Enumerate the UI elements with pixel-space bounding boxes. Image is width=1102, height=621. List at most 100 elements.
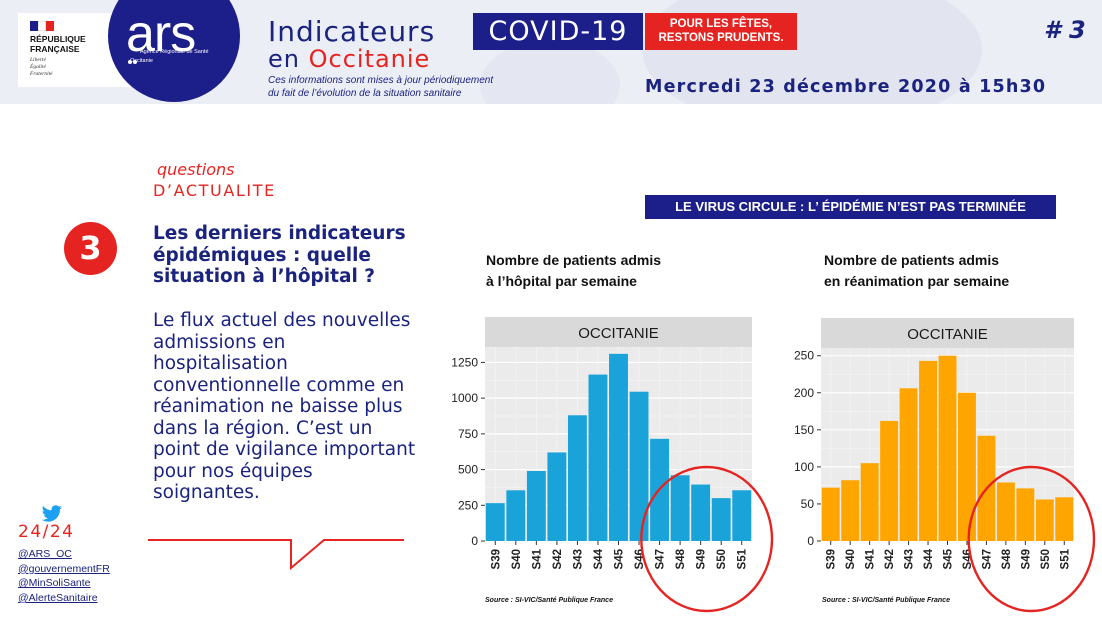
icu-xtick-label: S45: [943, 548, 955, 569]
hospital-xtick-label: S40: [511, 549, 523, 569]
hospital-bar: [650, 438, 670, 541]
icu-xtick-label: S51: [1059, 548, 1071, 569]
hospital-xtick-label: S46: [634, 549, 646, 569]
actualite-label: D’ACTUALITE: [153, 181, 276, 200]
hospital-bar: [670, 475, 690, 541]
hospital-bar: [506, 490, 526, 541]
icu-xtick-label: S43: [904, 549, 916, 569]
hospital-ytick-label: 500: [458, 463, 478, 477]
icu-xtick-label: S39: [826, 549, 838, 569]
hospital-xtick-label: S42: [552, 549, 564, 569]
icu-bar: [1016, 488, 1035, 541]
ars-logo-circle: [108, 0, 240, 102]
issue-number: # 3: [1044, 16, 1086, 44]
update-notice: Ces informations sont mises à jour pério…: [268, 75, 494, 99]
hospital-chart-source: Source : SI-VIC/Santé Publique France: [485, 597, 613, 604]
hospital-bar: [588, 374, 608, 541]
hospital-highlight-circle: [640, 465, 774, 613]
icu-bar: [821, 487, 840, 541]
hospital-plot-area: [485, 347, 752, 541]
icu-xtick-label: S47: [981, 549, 993, 569]
question-title: Les derniers indicateurs épidémiques : q…: [153, 223, 406, 287]
social-handle-link[interactable]: @AlerteSanitaire: [18, 591, 98, 604]
hospital-xtick-label: S47: [655, 549, 667, 569]
hospital-xtick-label: S44: [593, 548, 605, 569]
icu-plot-area: [821, 348, 1074, 541]
social-handle-link[interactable]: @gouvernementFR: [18, 562, 110, 575]
hospital-bar: [567, 415, 587, 541]
icu-bar: [899, 388, 918, 541]
header-band: RÉPUBLIQUE FRANÇAISE Liberté Égalité Fra…: [0, 0, 1102, 104]
icu-ytick-label: 250: [794, 349, 814, 363]
hospital-bar: [691, 484, 711, 541]
republic-name: RÉPUBLIQUE FRANÇAISE: [30, 34, 86, 54]
hospital-bar: [732, 490, 752, 541]
alert-banner: LE VIRUS CIRCULE : L’ ÉPIDÉMIE N’EST PAS…: [645, 195, 1056, 219]
hospital-xtick-label: S45: [614, 548, 626, 569]
hospital-bar: [526, 471, 546, 541]
icu-ytick-label: 0: [807, 534, 814, 548]
icu-ytick-label: 50: [801, 497, 815, 511]
icu-xtick-label: S44: [923, 548, 935, 569]
social-handle-link[interactable]: @MinSoliSante: [18, 577, 91, 590]
icu-panel-strip: [821, 318, 1074, 348]
hospital-ytick-label: 250: [458, 498, 478, 512]
question-number-badge: 3: [64, 222, 117, 275]
ars-agency-region: Occitanie: [130, 58, 153, 64]
hospital-panel-label: OCCITANIE: [578, 325, 659, 342]
icu-xtick-label: S49: [1020, 549, 1032, 569]
availability-label: 24/24: [18, 522, 75, 542]
hospital-ytick-label: 0: [471, 534, 478, 548]
icu-chart-title-line: Nombre de patients admis en réanimation …: [824, 252, 1010, 289]
icu-xtick-label: S41: [865, 548, 877, 569]
title-prefix: en: [268, 45, 309, 73]
icu-panel-label: OCCITANIE: [907, 326, 988, 343]
hospital-chart-title-line: Nombre de patients admis à l’hôpital par…: [486, 252, 662, 289]
social-handle-link[interactable]: @ARS_OC: [18, 548, 72, 560]
icu-xtick-label: S40: [845, 549, 857, 569]
hospital-bar: [485, 503, 505, 541]
hospital-xtick-label: S39: [490, 549, 502, 569]
icu-ytick-label: 100: [794, 460, 814, 474]
questions-label: questions: [157, 160, 235, 179]
icu-bar: [977, 435, 996, 541]
icu-xtick-label: S46: [962, 549, 974, 569]
page-title: Indicateurs: [268, 15, 436, 48]
social-handles-list: @ARS_OC @gouvernementFR @MinSoliSante @A…: [18, 547, 110, 605]
hospital-chart-title: Nombre de patients admis à l’hôpital par…: [486, 250, 661, 292]
ars-logo-text: ars: [126, 5, 196, 63]
page-title-region: en Occitanie: [268, 45, 430, 73]
icu-ytick-label: 200: [794, 386, 814, 400]
hospital-xtick-label: S49: [696, 549, 708, 569]
icu-bar: [1055, 497, 1074, 541]
icu-highlight-circle: [967, 465, 1096, 613]
hospital-xtick-label: S51: [737, 548, 749, 569]
icu-bar: [841, 480, 860, 541]
icu-bar: [938, 355, 957, 541]
hospital-xtick-label: S48: [675, 548, 687, 569]
icu-bar: [996, 482, 1015, 541]
icu-ytick-label: 150: [794, 423, 814, 437]
hospital-bar: [609, 353, 628, 541]
hospital-bar: [629, 391, 649, 541]
virus-background-decoration: [480, 40, 620, 104]
icu-chart-source: Source : SI-VIC/Santé Publique France: [822, 597, 950, 604]
hospital-ytick-label: 1000: [451, 391, 478, 405]
icu-xtick-label: S48: [1001, 548, 1013, 569]
hospital-xtick-label: S50: [716, 549, 728, 569]
icu-bar: [919, 360, 937, 541]
republic-motto: Liberté Égalité Fraternité: [30, 57, 53, 77]
icu-bar: [958, 392, 976, 541]
icu-bar: [1035, 499, 1054, 541]
ars-agency-name: Agence Régionale de Santé: [140, 49, 209, 55]
icu-bar: [860, 463, 879, 541]
hospital-xtick-label: S43: [572, 549, 584, 569]
hospital-xtick-label: S41: [531, 548, 543, 569]
question-answer: Le flux actuel des nouvelles admissions …: [153, 310, 416, 503]
twitter-icon: [41, 505, 62, 522]
ars-logo-dots-icon: [128, 49, 138, 64]
icu-xtick-label: S50: [1040, 549, 1052, 569]
hospital-ytick-label: 1250: [451, 355, 478, 369]
icu-chart-title: Nombre de patients admis en réanimation …: [824, 250, 1009, 292]
title-region: Occitanie: [308, 45, 431, 73]
